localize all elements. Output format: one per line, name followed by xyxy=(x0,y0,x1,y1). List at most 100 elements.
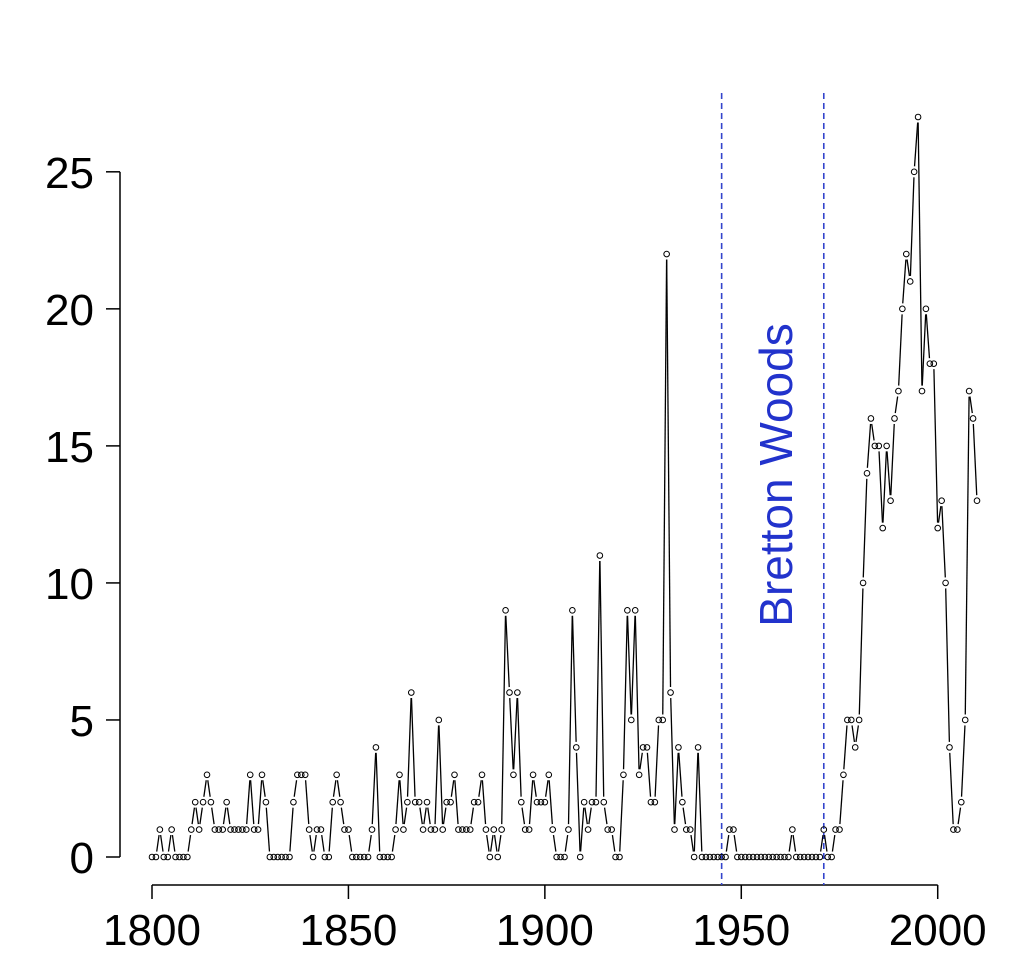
point xyxy=(734,853,741,861)
point xyxy=(753,853,761,861)
point xyxy=(250,826,258,833)
point xyxy=(679,798,686,806)
connector xyxy=(917,122,923,386)
point xyxy=(360,853,368,861)
point xyxy=(875,442,883,450)
point xyxy=(502,607,509,614)
x-tick-label: 1950 xyxy=(692,906,790,955)
point xyxy=(235,826,242,833)
point xyxy=(580,798,588,806)
point xyxy=(867,415,875,422)
point xyxy=(459,826,466,833)
connector xyxy=(964,396,970,715)
point xyxy=(490,826,498,833)
point xyxy=(722,853,729,861)
connector xyxy=(855,725,860,743)
point xyxy=(808,853,816,861)
point xyxy=(333,771,340,779)
point xyxy=(859,579,867,587)
connector xyxy=(450,780,455,797)
point xyxy=(219,826,227,833)
connector xyxy=(257,780,263,825)
connector xyxy=(788,834,793,852)
point xyxy=(914,113,922,121)
point xyxy=(156,826,164,833)
point xyxy=(965,387,973,395)
point xyxy=(718,853,725,861)
point xyxy=(223,798,230,806)
connector xyxy=(921,314,927,386)
connector xyxy=(207,780,211,797)
point xyxy=(612,853,619,861)
connector xyxy=(819,834,824,852)
point xyxy=(211,826,219,833)
connector xyxy=(399,780,404,825)
connector xyxy=(933,369,939,523)
x-tick-label: 2000 xyxy=(889,906,987,955)
connector xyxy=(548,780,553,825)
point xyxy=(906,278,914,285)
point xyxy=(301,771,309,779)
point xyxy=(950,826,957,833)
connector xyxy=(544,780,549,797)
point xyxy=(329,798,337,806)
connector xyxy=(195,807,200,825)
point xyxy=(749,853,757,861)
point xyxy=(278,853,285,861)
connector xyxy=(945,588,951,742)
point xyxy=(954,826,961,833)
point xyxy=(565,826,572,833)
connector xyxy=(733,834,738,852)
connector xyxy=(313,834,317,852)
point xyxy=(215,826,223,833)
point xyxy=(345,826,352,833)
connector xyxy=(203,780,207,797)
point xyxy=(282,853,289,861)
connector xyxy=(340,807,345,825)
point xyxy=(195,826,203,833)
point xyxy=(388,853,395,861)
point xyxy=(321,853,329,861)
annotation: Bretton Woods xyxy=(750,323,802,626)
point xyxy=(478,771,486,779)
x-tick-label: 1800 xyxy=(103,906,201,955)
point xyxy=(368,826,376,833)
connector xyxy=(187,834,192,852)
connector xyxy=(654,725,660,797)
point xyxy=(777,853,784,861)
connector xyxy=(167,834,172,852)
point xyxy=(423,798,431,806)
y-tick-label: 5 xyxy=(70,697,94,746)
point xyxy=(639,744,647,751)
point xyxy=(576,853,584,861)
point xyxy=(466,826,474,833)
connector xyxy=(391,834,396,852)
connector xyxy=(564,834,569,852)
connector xyxy=(909,177,915,276)
connector xyxy=(871,423,875,441)
point xyxy=(517,798,525,806)
point xyxy=(443,798,450,806)
point xyxy=(352,853,360,861)
connector xyxy=(199,807,203,825)
point xyxy=(844,716,851,724)
connector xyxy=(866,423,872,468)
point xyxy=(899,305,906,313)
point xyxy=(804,853,812,861)
point xyxy=(227,826,234,833)
x-tick-label: 1900 xyxy=(496,906,594,955)
point xyxy=(337,798,344,806)
connector xyxy=(639,752,643,770)
point xyxy=(871,442,879,450)
point xyxy=(297,771,305,779)
connector xyxy=(902,259,907,304)
connector xyxy=(265,807,271,852)
y-tick-label: 10 xyxy=(45,560,94,609)
point xyxy=(498,826,505,833)
point xyxy=(514,689,521,696)
connector xyxy=(505,615,510,688)
point xyxy=(242,826,250,833)
point xyxy=(926,360,934,367)
connector xyxy=(509,698,514,770)
point xyxy=(616,853,623,861)
